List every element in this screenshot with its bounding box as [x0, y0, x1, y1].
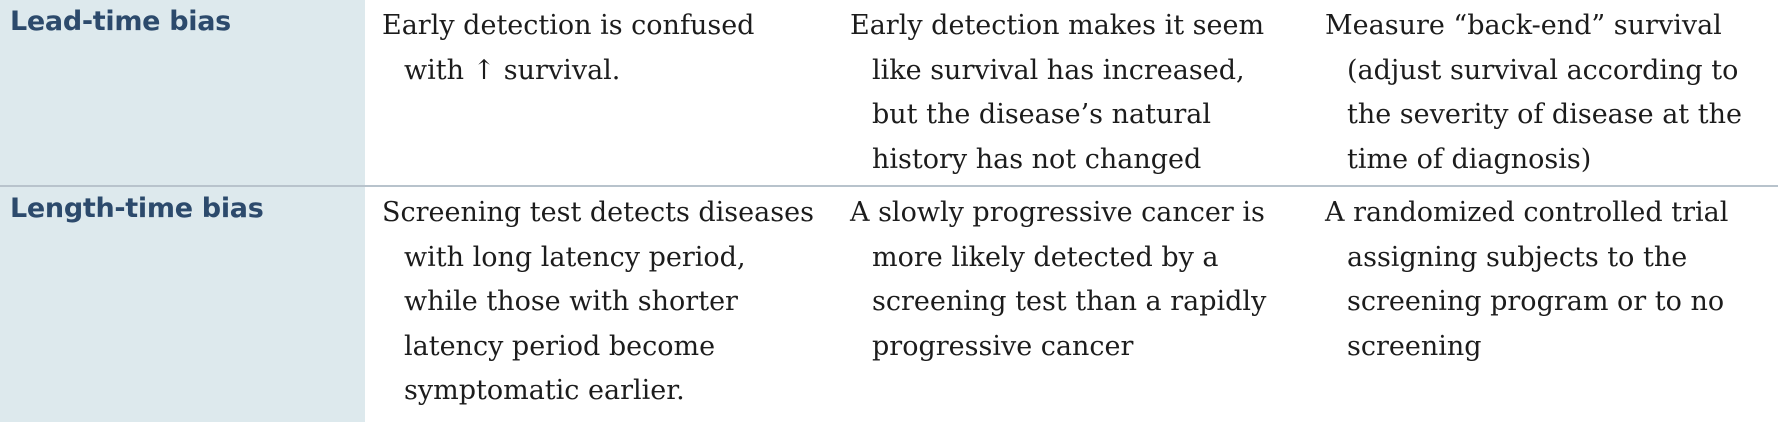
bias-definition-text: Early detection is confused with ↑ survi…	[382, 10, 755, 86]
bias-example: A slowly progressive cancer is more like…	[840, 186, 1315, 422]
bias-name: Length-time bias	[0, 186, 365, 422]
bias-example-text: A slowly progressive cancer is more like…	[850, 197, 1267, 362]
bias-definition: Screening test detects diseases with lon…	[365, 186, 840, 422]
bias-avoidance-text: Measure “back-end” survival (adjust surv…	[1325, 10, 1742, 175]
bias-definition: Early detection is confused with ↑ survi…	[365, 0, 840, 187]
bias-avoidance: Measure “back-end” survival (adjust surv…	[1315, 0, 1778, 187]
bias-definition-text: Screening test detects diseases with lon…	[382, 197, 814, 406]
table-row: Length-time bias Screening test detects …	[0, 186, 1778, 422]
table-row: Lead-time bias Early detection is confus…	[0, 0, 1778, 187]
bias-example-text: Early detection makes it seem like survi…	[850, 10, 1265, 175]
bias-avoidance: A randomized controlled trial assigning …	[1315, 186, 1778, 422]
bias-name: Lead-time bias	[0, 0, 365, 187]
bias-example: Early detection makes it seem like survi…	[840, 0, 1315, 187]
bias-avoidance-text: A randomized controlled trial assigning …	[1325, 197, 1729, 362]
